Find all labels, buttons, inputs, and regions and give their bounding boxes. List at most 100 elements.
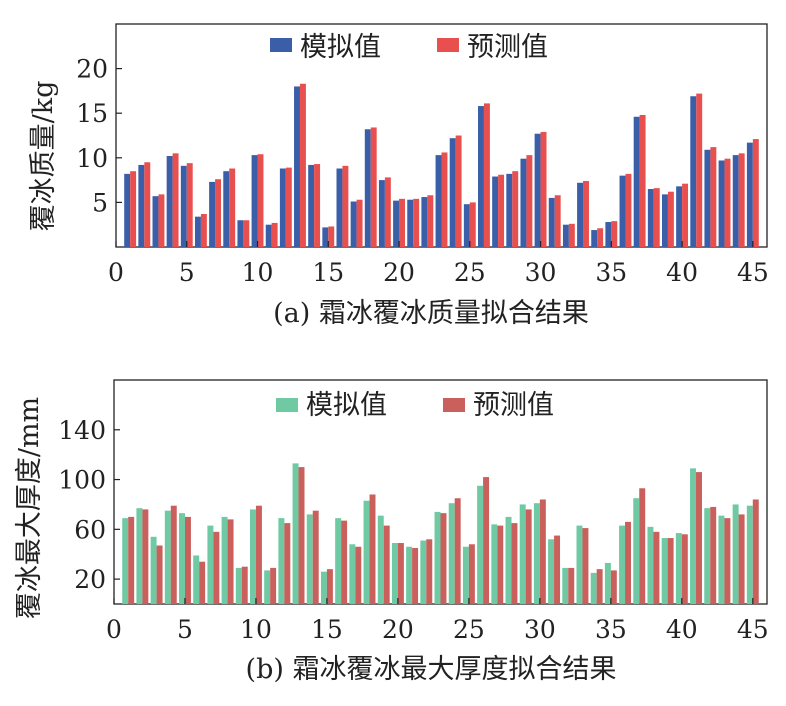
thickness-bar-sim-31: [548, 539, 555, 604]
thickness-x-tick-label: 45: [737, 615, 769, 644]
thickness-bar-pred-17: [355, 546, 362, 604]
mass-bar-sim-17: [350, 201, 357, 247]
mass-bar-pred-9: [243, 220, 250, 247]
thickness-x-tick-label: 10: [240, 615, 272, 644]
thickness-bar-sim-30: [533, 503, 540, 604]
thickness-chart-title: (b) 霜冰覆冰最大厚度拟合结果: [246, 654, 617, 685]
thickness-bar-sim-34: [590, 572, 597, 604]
thickness-bar-sim-9: [235, 567, 242, 604]
mass-x-tick-label: 5: [179, 258, 195, 287]
mass-bar-pred-21: [413, 198, 420, 247]
mass-bar-sim-11: [265, 224, 272, 247]
mass-bar-pred-14: [314, 164, 321, 247]
thickness-bar-sim-4: [164, 510, 171, 604]
mass-chart: 5 10 15 20 0 5 10 15 20 25 30 35 40 45 模拟值 预测值 覆冰质量/…: [28, 23, 769, 329]
mass-bar-sim-37: [633, 116, 640, 248]
thickness-legend-sim-label: 模拟值: [306, 390, 387, 421]
mass-bar-pred-45: [752, 139, 759, 247]
mass-bar-pred-33: [583, 180, 589, 247]
mass-bar-sim-36: [619, 175, 626, 247]
mass-bar-pred-23: [441, 152, 448, 247]
mass-bar-sim-8: [223, 171, 230, 247]
thickness-bar-pred-28: [511, 523, 518, 604]
thickness-bar-sim-12: [278, 518, 285, 604]
thickness-bar-sim-35: [604, 562, 611, 604]
thickness-bar-sim-36: [619, 525, 626, 604]
thickness-bar-sim-44: [732, 504, 739, 604]
mass-legend: 模拟值 预测值: [270, 32, 548, 63]
thickness-bar-pred-40: [681, 534, 688, 604]
thickness-bar-pred-19: [383, 525, 390, 604]
mass-bar-pred-29: [526, 155, 533, 247]
mass-bar-sim-41: [690, 96, 697, 247]
mass-bar-sim-5: [180, 165, 187, 247]
thickness-bar-pred-29: [525, 509, 532, 604]
mass-bar-sim-31: [548, 197, 555, 247]
mass-chart-title: (a) 霜冰覆冰质量拟合结果: [273, 298, 589, 329]
thickness-bar-sim-10: [249, 509, 256, 604]
mass-y-tick-label: 20: [76, 55, 108, 84]
thickness-bar-sim-3: [150, 536, 157, 604]
thickness-bar-sim-39: [661, 538, 668, 604]
thickness-bar-sim-40: [675, 533, 682, 604]
thickness-bar-sim-19: [377, 515, 384, 604]
thickness-bar-sim-20: [391, 543, 398, 604]
mass-bar-pred-22: [427, 195, 434, 247]
mass-bar-pred-34: [597, 228, 604, 247]
mass-bar-sim-14: [308, 164, 315, 247]
mass-x-tick-label: 40: [666, 258, 698, 287]
thickness-bar-pred-15: [326, 569, 333, 604]
thickness-bar-pred-11: [270, 567, 277, 604]
mass-bar-sim-9: [237, 220, 244, 247]
mass-bar-sim-13: [294, 86, 300, 247]
thickness-bar-sim-11: [264, 570, 271, 604]
mass-bar-sim-18: [364, 129, 371, 247]
mass-bar-sim-42: [704, 149, 711, 247]
thickness-y-tick-label: 140: [58, 416, 106, 445]
thickness-x-tick-label: 0: [106, 615, 122, 644]
thickness-x-tick-label: 20: [382, 615, 414, 644]
mass-bar-sim-33: [577, 182, 584, 247]
thickness-bar-pred-31: [554, 535, 561, 604]
thickness-bar-pred-8: [227, 519, 234, 604]
mass-bar-sim-26: [478, 106, 484, 247]
thickness-bar-sim-25: [462, 546, 469, 604]
mass-bar-pred-31: [554, 195, 561, 247]
mass-bar-sim-44: [732, 155, 739, 247]
thickness-bar-sim-33: [576, 525, 583, 604]
thickness-y-tick-label: 60: [74, 515, 106, 544]
thickness-bar-sim-32: [562, 567, 569, 604]
mass-x-tick-label: 15: [312, 258, 344, 287]
mass-y-tick-label: 15: [76, 99, 108, 128]
mass-bar-pred-16: [342, 165, 349, 247]
thickness-bar-pred-6: [199, 561, 206, 604]
thickness-bar-sim-43: [718, 515, 725, 604]
mass-bar-pred-39: [667, 191, 674, 247]
thickness-bar-pred-5: [184, 516, 191, 604]
mass-bar-sim-4: [166, 156, 173, 247]
mass-bar-sim-10: [251, 155, 258, 247]
mass-bar-pred-11: [271, 222, 278, 247]
mass-bar-sim-34: [591, 230, 598, 247]
mass-bar-sim-6: [194, 216, 201, 247]
thickness-bar-pred-35: [610, 570, 617, 604]
thickness-bar-sim-42: [704, 508, 711, 604]
thickness-bar-pred-42: [710, 506, 717, 604]
mass-bar-pred-36: [625, 173, 632, 247]
thickness-bar-pred-12: [284, 523, 291, 604]
mass-bar-pred-38: [653, 188, 660, 247]
thickness-bar-sim-8: [221, 516, 228, 604]
mass-x-ticks: 0 5 10 15 20 25 30 35 40 45: [108, 241, 769, 287]
thickness-legend-pred-label: 预测值: [473, 390, 554, 421]
mass-x-tick-label: 20: [383, 258, 415, 287]
mass-bar-pred-30: [540, 131, 547, 247]
mass-bar-sim-40: [676, 186, 683, 247]
thickness-bar-pred-38: [653, 531, 660, 604]
thickness-bar-pred-43: [724, 518, 731, 604]
thickness-bar-sim-22: [420, 540, 427, 604]
thickness-x-tick-label: 15: [311, 615, 343, 644]
thickness-y-ticks: 20 60 100 140: [58, 416, 120, 594]
mass-bar-pred-27: [498, 174, 505, 247]
thickness-bar-pred-37: [639, 488, 646, 604]
mass-bar-sim-25: [463, 204, 470, 247]
